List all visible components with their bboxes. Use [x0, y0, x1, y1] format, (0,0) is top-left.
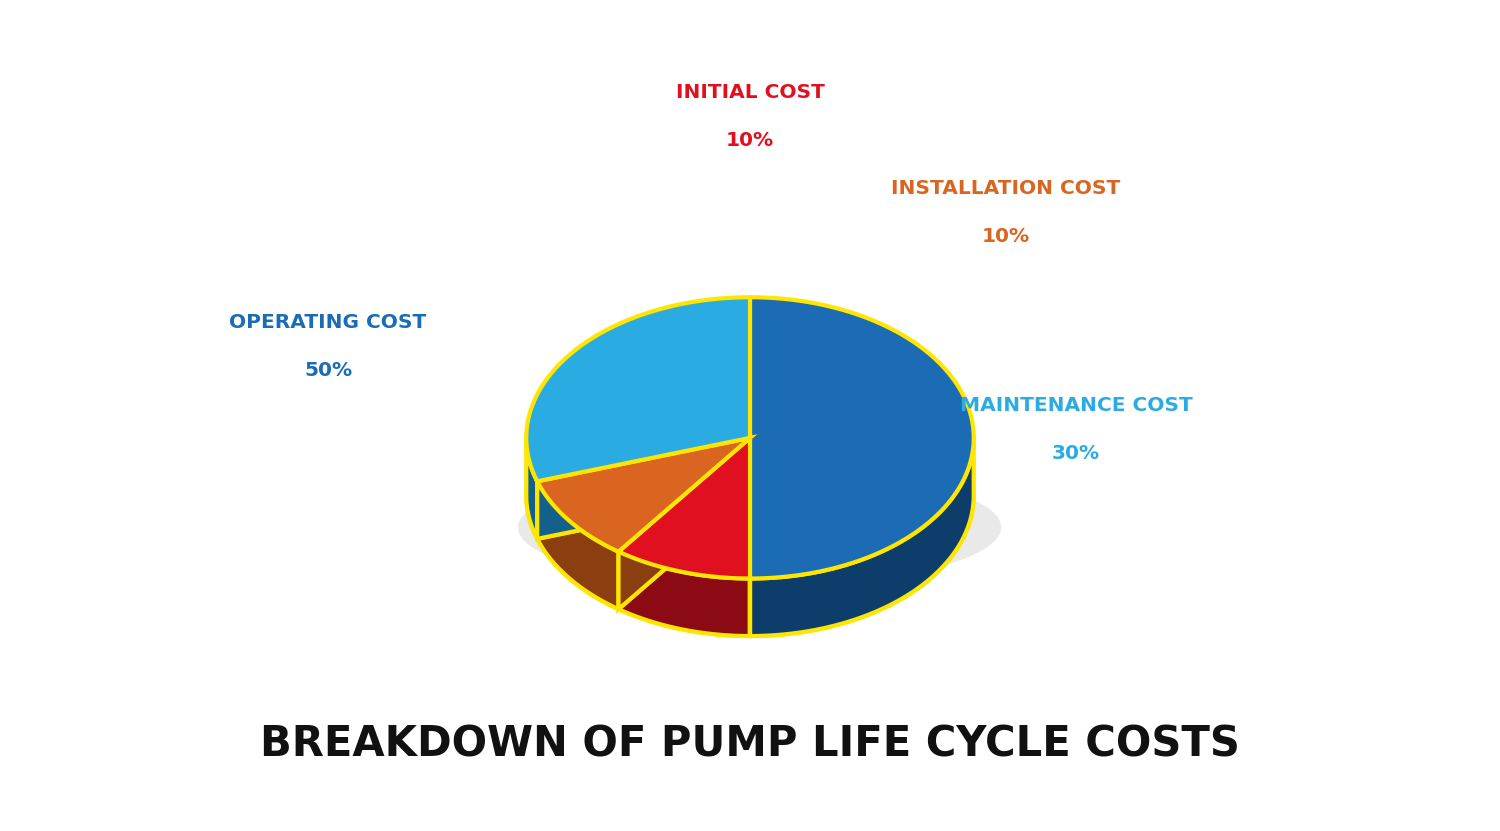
Polygon shape: [526, 437, 537, 538]
Text: 10%: 10%: [726, 131, 774, 150]
Polygon shape: [526, 297, 750, 481]
Polygon shape: [537, 438, 750, 538]
Ellipse shape: [518, 469, 1001, 587]
Text: 10%: 10%: [981, 227, 1030, 246]
Polygon shape: [750, 297, 974, 578]
Text: INITIAL COST: INITIAL COST: [675, 83, 825, 102]
Text: 50%: 50%: [304, 361, 352, 381]
Polygon shape: [537, 438, 750, 538]
Polygon shape: [537, 438, 750, 552]
Text: INSTALLATION COST: INSTALLATION COST: [891, 179, 1120, 198]
Ellipse shape: [526, 355, 974, 636]
Text: MAINTENANCE COST: MAINTENANCE COST: [960, 396, 1192, 416]
Polygon shape: [618, 438, 750, 609]
Polygon shape: [618, 552, 750, 636]
Polygon shape: [618, 438, 750, 609]
Polygon shape: [618, 438, 750, 578]
Text: 30%: 30%: [1052, 445, 1100, 464]
Text: BREAKDOWN OF PUMP LIFE CYCLE COSTS: BREAKDOWN OF PUMP LIFE CYCLE COSTS: [260, 724, 1240, 765]
Polygon shape: [750, 436, 974, 636]
Polygon shape: [537, 481, 618, 609]
Text: OPERATING COST: OPERATING COST: [230, 313, 426, 332]
